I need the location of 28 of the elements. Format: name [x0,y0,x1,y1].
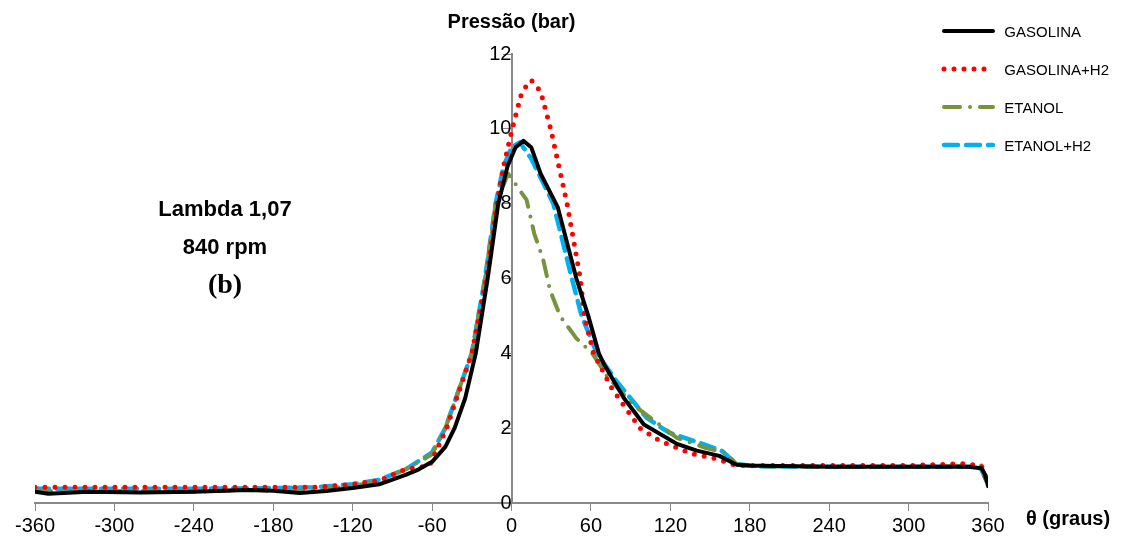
y-axis-title: Pressão (bar) [447,9,576,32]
y-tick-label: 10 [489,116,512,139]
x-tick-label: -60 [417,513,447,536]
legend-label: GASOLINA [1004,22,1082,40]
x-tick-label: 300 [891,513,926,536]
y-tick-label: 4 [500,340,512,363]
x-tick-label: -180 [253,513,294,536]
legend-label: ETANOL [1004,98,1064,116]
annotation: Lambda 1,07 [157,196,293,222]
x-tick-label: -300 [94,513,135,536]
y-tick-label: 0 [500,490,512,513]
y-tick-label: 2 [500,415,512,438]
annotation: 840 rpm [181,234,269,260]
y-tick-label: 12 [489,41,512,64]
x-tick-label: -120 [332,513,373,536]
x-tick-label: -360 [14,513,56,536]
annotation: (b) [206,268,244,300]
legend-label: ETANOL+H2 [1004,136,1092,154]
y-tick-label: 6 [500,266,512,289]
x-axis-title: θ (graus) [1026,506,1111,529]
x-tick-label: -240 [173,513,214,536]
x-tick-label: 180 [733,513,767,536]
x-tick-label: 120 [653,513,688,536]
y-tick-label: 8 [500,191,512,214]
x-tick-label: 360 [971,513,1005,536]
x-tick-label: 240 [812,513,846,536]
legend-label: GASOLINA+H2 [1004,60,1109,78]
x-tick-label: 60 [579,513,603,536]
